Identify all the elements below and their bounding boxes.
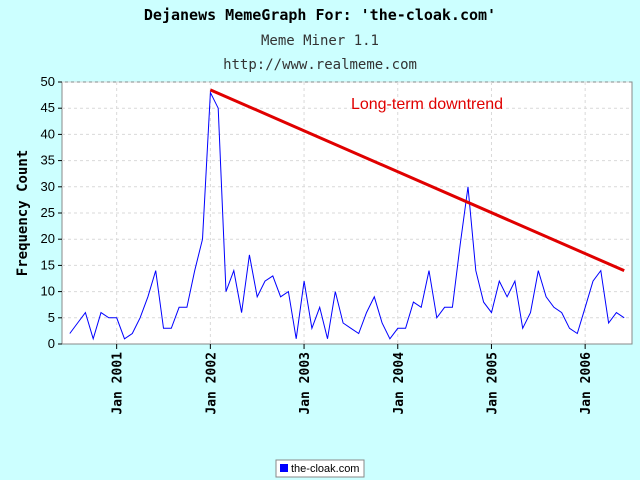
chart-subtitle: Meme Miner 1.1: [261, 33, 379, 49]
legend-swatch: [280, 464, 288, 472]
chart-title: Dejanews MemeGraph For: 'the-cloak.com': [144, 6, 496, 24]
x-tick-label: Jan 2003: [298, 352, 313, 415]
trend-line: [209, 88, 625, 273]
y-tick-label: 20: [41, 231, 55, 246]
y-tick-label: 40: [41, 126, 55, 141]
y-tick-label: 10: [41, 284, 55, 299]
legend-label: the-cloak.com: [291, 463, 359, 475]
y-axis-label: Frequency Count: [15, 150, 31, 276]
grid-lines: [62, 81, 632, 344]
y-tick-label: 15: [41, 257, 55, 272]
series-layer: [69, 90, 625, 341]
x-tick-label: Jan 2001: [111, 352, 126, 415]
y-tick-label: 35: [41, 153, 55, 168]
y-tick-label: 25: [41, 205, 55, 220]
y-tick-label: 45: [41, 100, 55, 115]
series-line: [69, 90, 625, 341]
x-tick-label: Jan 2002: [204, 352, 219, 415]
legend-box: [275, 459, 365, 478]
y-tick-label: 50: [41, 74, 55, 89]
y-axis: 0 5 10 15 20 25 30 35 40 45 50: [41, 74, 62, 351]
x-axis: Jan 2001 Jan 2002 Jan 2003 Jan 2004 Jan 2005…: [111, 344, 594, 415]
y-tick-label: 0: [48, 336, 55, 351]
x-tick-label: Jan 2004: [392, 352, 407, 415]
y-tick-label: 5: [48, 310, 55, 325]
y-tick-label: 30: [41, 179, 55, 194]
chart-source-url: http://www.realmeme.com: [223, 57, 417, 73]
trend-layer: [209, 88, 625, 273]
annotation-downtrend: Long-term downtrend: [351, 96, 503, 113]
legend: the-cloak.com: [275, 459, 365, 478]
x-tick-label: Jan 2005: [485, 352, 500, 415]
x-tick-label: Jan 2006: [579, 352, 594, 415]
